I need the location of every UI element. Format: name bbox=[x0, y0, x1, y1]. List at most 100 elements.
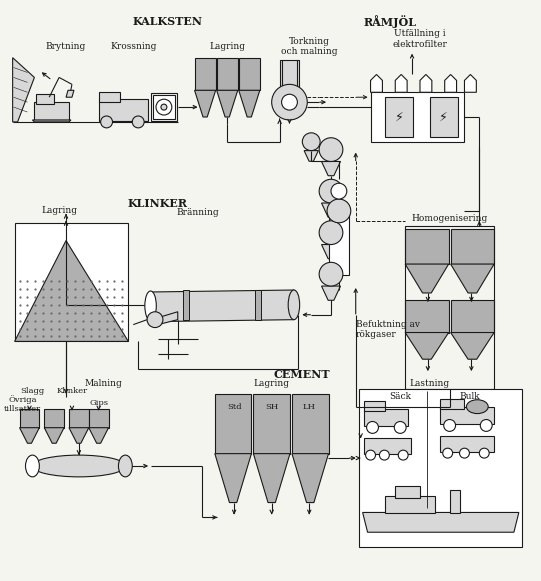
Circle shape bbox=[379, 450, 390, 460]
Text: Torkning
och malning: Torkning och malning bbox=[281, 37, 338, 56]
Ellipse shape bbox=[118, 455, 133, 477]
Bar bbox=[329, 211, 349, 275]
Text: Homogenisering: Homogenisering bbox=[412, 214, 488, 223]
Polygon shape bbox=[405, 332, 448, 359]
Polygon shape bbox=[405, 264, 448, 293]
Polygon shape bbox=[292, 394, 328, 454]
Bar bbox=[98, 99, 148, 121]
Circle shape bbox=[367, 421, 379, 433]
Bar bbox=[15, 223, 128, 342]
Bar bbox=[440, 399, 465, 408]
Polygon shape bbox=[15, 241, 128, 342]
Circle shape bbox=[156, 99, 172, 115]
Polygon shape bbox=[420, 74, 432, 92]
Circle shape bbox=[394, 421, 406, 433]
Text: LH: LH bbox=[303, 403, 316, 411]
Polygon shape bbox=[19, 428, 39, 443]
Circle shape bbox=[479, 448, 489, 458]
Bar bbox=[440, 407, 494, 425]
Bar bbox=[395, 486, 420, 498]
Circle shape bbox=[319, 180, 343, 203]
Bar bbox=[151, 94, 177, 121]
Polygon shape bbox=[239, 90, 260, 117]
Circle shape bbox=[101, 116, 113, 128]
Polygon shape bbox=[44, 408, 64, 428]
Text: KLINKER: KLINKER bbox=[128, 198, 188, 209]
Polygon shape bbox=[451, 332, 494, 359]
Polygon shape bbox=[69, 408, 89, 428]
Polygon shape bbox=[451, 229, 494, 264]
Text: ⚡: ⚡ bbox=[395, 110, 404, 124]
Polygon shape bbox=[89, 428, 109, 443]
Text: Övriga
tillsatser: Övriga tillsatser bbox=[4, 394, 41, 413]
Text: Klinker: Klinker bbox=[56, 387, 88, 395]
Circle shape bbox=[161, 104, 167, 110]
Circle shape bbox=[147, 312, 163, 328]
Text: Säck: Säck bbox=[389, 392, 411, 401]
Polygon shape bbox=[395, 74, 407, 92]
Polygon shape bbox=[19, 408, 39, 428]
Polygon shape bbox=[253, 394, 290, 454]
Text: Krossning: Krossning bbox=[110, 42, 156, 51]
Polygon shape bbox=[216, 58, 237, 90]
Bar bbox=[371, 92, 465, 142]
Circle shape bbox=[319, 221, 343, 245]
Text: Malning: Malning bbox=[85, 379, 122, 389]
Text: Brytning: Brytning bbox=[46, 42, 86, 51]
Text: RÅMJÖL: RÅMJÖL bbox=[364, 15, 417, 27]
Bar bbox=[405, 226, 494, 389]
Polygon shape bbox=[216, 90, 237, 117]
Text: Std: Std bbox=[227, 403, 241, 411]
Circle shape bbox=[443, 448, 453, 458]
Polygon shape bbox=[321, 203, 340, 217]
Bar bbox=[36, 94, 54, 104]
Text: Lagring: Lagring bbox=[209, 42, 245, 51]
Circle shape bbox=[366, 450, 375, 460]
Ellipse shape bbox=[466, 400, 488, 414]
Bar bbox=[364, 438, 411, 454]
Bar bbox=[440, 436, 494, 452]
Text: Lagring: Lagring bbox=[41, 206, 77, 216]
Circle shape bbox=[459, 448, 470, 458]
Circle shape bbox=[444, 419, 456, 431]
Text: ⚡: ⚡ bbox=[439, 110, 448, 124]
Text: Lastning: Lastning bbox=[410, 379, 450, 389]
Text: Utfällning i
elektrofilter: Utfällning i elektrofilter bbox=[393, 29, 447, 49]
Bar bbox=[430, 97, 458, 137]
Polygon shape bbox=[215, 454, 252, 503]
Polygon shape bbox=[66, 90, 74, 97]
Text: SH: SH bbox=[265, 403, 278, 411]
Ellipse shape bbox=[288, 290, 300, 320]
Bar bbox=[35, 102, 69, 120]
Circle shape bbox=[319, 138, 343, 162]
Bar bbox=[385, 496, 435, 514]
Polygon shape bbox=[405, 229, 448, 264]
Polygon shape bbox=[321, 286, 340, 300]
Circle shape bbox=[331, 183, 347, 199]
Bar bbox=[450, 490, 459, 514]
Bar bbox=[153, 95, 175, 119]
Ellipse shape bbox=[145, 291, 156, 321]
Text: Befuktning av
rökgaser: Befuktning av rökgaser bbox=[356, 320, 420, 339]
Circle shape bbox=[319, 263, 343, 286]
Circle shape bbox=[327, 199, 351, 223]
Text: CEMENT: CEMENT bbox=[273, 368, 329, 379]
Polygon shape bbox=[195, 58, 216, 90]
Polygon shape bbox=[371, 74, 382, 92]
Bar bbox=[364, 408, 408, 426]
Ellipse shape bbox=[25, 455, 39, 477]
Text: Bränning: Bränning bbox=[176, 209, 219, 217]
Polygon shape bbox=[304, 150, 318, 162]
Polygon shape bbox=[253, 454, 290, 503]
Polygon shape bbox=[215, 394, 252, 454]
Polygon shape bbox=[89, 408, 109, 428]
Bar bbox=[98, 92, 121, 102]
Bar bbox=[255, 290, 261, 320]
Text: Slagg: Slagg bbox=[21, 387, 44, 395]
Polygon shape bbox=[292, 454, 328, 503]
Bar bbox=[364, 401, 385, 411]
Bar bbox=[280, 60, 299, 94]
Circle shape bbox=[302, 133, 320, 150]
Circle shape bbox=[398, 450, 408, 460]
Circle shape bbox=[133, 116, 144, 128]
